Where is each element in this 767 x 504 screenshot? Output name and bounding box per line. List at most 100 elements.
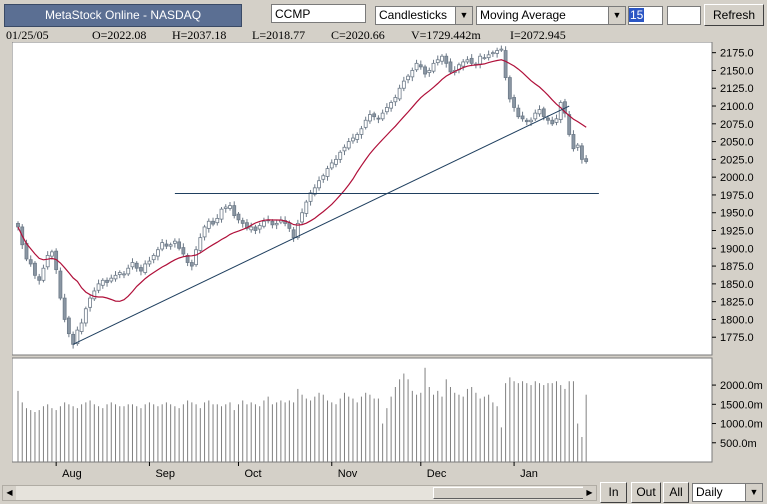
scroll-thumb[interactable]	[433, 487, 589, 499]
candle-body	[206, 220, 211, 229]
candle-body	[16, 222, 20, 228]
chart-svg[interactable]: 1775.0 1800.0 1825.0 1850.0 1875.0 1900.0 1925…	[11, 41, 765, 482]
price-tick-label: 2000.0	[720, 172, 754, 184]
candle-body	[414, 62, 419, 71]
month-label: Aug	[62, 468, 82, 480]
candle-body	[105, 279, 109, 283]
info-low: L=2018.77	[252, 28, 306, 42]
price-tick-label: 1900.0	[720, 243, 754, 255]
candle-body	[389, 102, 394, 109]
candle-body	[482, 57, 487, 60]
indicator-value: Moving Average	[480, 8, 566, 22]
candle-body	[240, 220, 245, 224]
price-tick-label: 2050.0	[720, 137, 754, 149]
month-label: Sep	[155, 468, 175, 480]
chevron-down-icon[interactable]: ▼	[455, 7, 472, 24]
candle-body	[88, 297, 92, 308]
candle-body	[359, 128, 364, 135]
candle-body	[368, 114, 372, 122]
candle-body	[541, 108, 546, 118]
extra-input[interactable]	[667, 6, 701, 25]
scroll-left-icon[interactable]: ◀	[3, 486, 16, 500]
candle-body	[194, 249, 198, 266]
zoom-all-button[interactable]: All	[663, 482, 689, 503]
candle-body	[516, 107, 521, 118]
candle-body	[134, 262, 139, 269]
candle-body	[189, 262, 194, 267]
candle-body	[198, 237, 203, 251]
candle-body	[312, 187, 317, 195]
candle-body	[253, 226, 258, 231]
candle-body	[550, 119, 555, 125]
candle-body	[215, 218, 220, 224]
price-tick-label: 1775.0	[720, 332, 754, 344]
refresh-button[interactable]: Refresh	[704, 4, 764, 26]
candle-body	[351, 137, 355, 142]
candle-body	[58, 270, 63, 299]
candle-body	[37, 276, 42, 281]
chevron-down-icon[interactable]: ▼	[745, 484, 762, 501]
horizontal-scrollbar[interactable]: ◀ ▶	[2, 485, 597, 501]
price-tick-label: 2175.0	[720, 48, 754, 60]
candle-body	[478, 55, 483, 65]
quote-info-bar: 01/25/05 O=2022.08 H=2037.18 L=2018.77 C…	[0, 28, 767, 42]
candle-body	[168, 244, 173, 247]
candle-body	[448, 61, 453, 73]
candle-body	[83, 308, 88, 324]
candle-body	[304, 201, 309, 214]
interval-select[interactable]: Daily ▼	[692, 483, 763, 502]
price-panel	[11, 41, 713, 356]
candle-body	[401, 80, 406, 89]
info-open: O=2022.08	[92, 28, 147, 42]
candle-body	[219, 208, 224, 220]
price-tick-label: 1975.0	[720, 190, 754, 202]
candle-body	[139, 267, 143, 272]
candle-body	[300, 212, 304, 223]
candle-body	[66, 317, 71, 335]
chevron-down-icon[interactable]: ▼	[608, 7, 625, 24]
candle-body	[584, 158, 589, 162]
chart-style-value: Candlesticks	[379, 8, 448, 22]
candle-body	[151, 255, 156, 261]
candle-body	[529, 119, 533, 123]
price-tick-label: 1800.0	[720, 314, 754, 326]
candle-body	[223, 206, 228, 209]
chart-style-select[interactable]: Candlesticks ▼	[375, 6, 473, 25]
zoom-in-button[interactable]: In	[600, 482, 627, 503]
candle-body	[262, 220, 266, 227]
candle-body	[117, 272, 122, 276]
price-tick-label: 1825.0	[720, 297, 754, 309]
candle-body	[96, 283, 101, 291]
symbol-input[interactable]: CCMP	[271, 4, 366, 23]
candle-body	[291, 229, 296, 239]
candle-body	[461, 61, 466, 67]
price-tick-label: 2025.0	[720, 154, 754, 166]
volume-tick-label: 1500.0m	[720, 399, 763, 411]
candle-body	[126, 267, 131, 275]
candle-body	[50, 251, 54, 257]
candle-body	[546, 117, 550, 121]
zoom-out-button[interactable]: Out	[631, 482, 661, 503]
interval-value: Daily	[696, 485, 723, 499]
candle-body	[33, 262, 37, 276]
period-input[interactable]: 15	[628, 6, 663, 25]
price-tick-label: 2150.0	[720, 65, 754, 77]
indicator-select[interactable]: Moving Average ▼	[476, 6, 626, 25]
candle-body	[499, 48, 504, 51]
price-tick-label: 1950.0	[720, 208, 754, 220]
candle-body	[92, 290, 97, 300]
candle-body	[469, 57, 474, 64]
price-tick-label: 1925.0	[720, 226, 754, 238]
candle-body	[342, 146, 347, 152]
volume-tick-label: 2000.0m	[720, 380, 763, 392]
candle-body	[325, 168, 330, 177]
candle-body	[571, 134, 576, 150]
toolbar: MetaStock Online - NASDAQ CCMP Candlesti…	[0, 0, 767, 30]
candle-body	[440, 55, 444, 62]
app-title: MetaStock Online - NASDAQ	[4, 4, 242, 27]
chart-area[interactable]: 1775.0 1800.0 1825.0 1850.0 1875.0 1900.0 1925…	[11, 41, 765, 482]
scroll-right-icon[interactable]: ▶	[583, 486, 596, 500]
moving-average-line	[17, 59, 587, 302]
candle-body	[554, 118, 559, 123]
candle-body	[75, 329, 80, 345]
